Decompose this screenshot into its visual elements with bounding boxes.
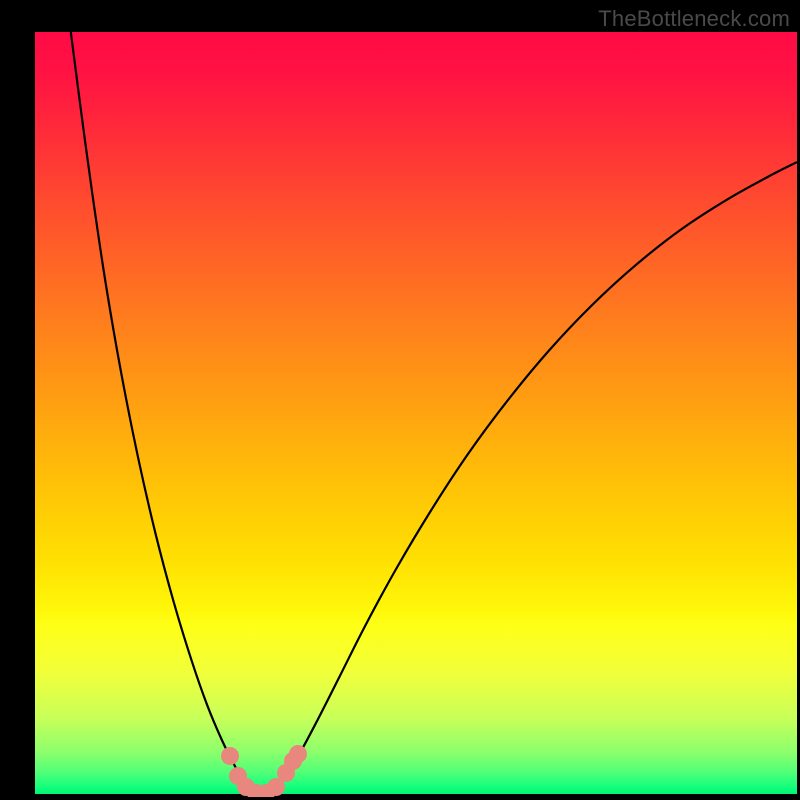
series-marker: [221, 747, 239, 765]
marker-layer: [35, 32, 797, 797]
series-marker: [289, 745, 307, 763]
plot-area: [35, 32, 797, 797]
watermark-text: TheBottleneck.com: [598, 6, 790, 32]
